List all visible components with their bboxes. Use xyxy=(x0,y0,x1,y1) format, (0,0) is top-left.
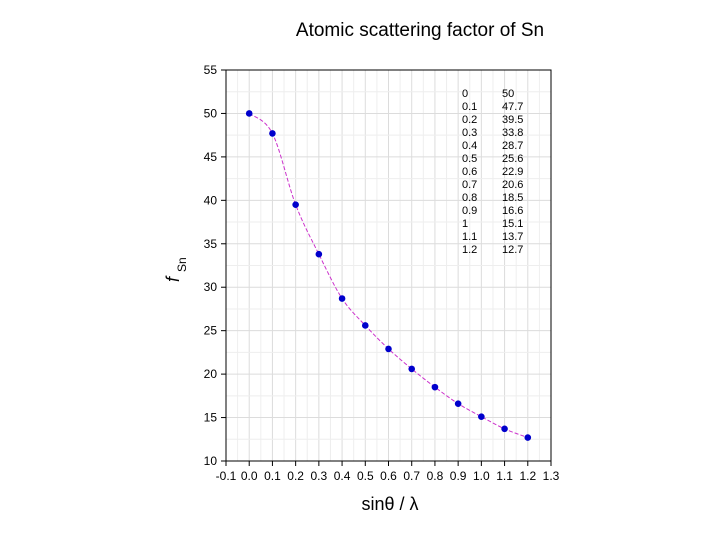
table-cell-y: 28.7 xyxy=(502,140,523,152)
table-cell-x: 0.6 xyxy=(462,166,477,178)
data-point xyxy=(245,110,253,117)
y-tick-labels: 10 15 20 25 30 35 40 45 50 55 xyxy=(204,63,218,468)
table-cell-x: 0.1 xyxy=(462,101,477,113)
table-cell-x: 0.9 xyxy=(462,205,477,217)
x-tick-label: 0.3 xyxy=(311,469,328,483)
table-cell-x: 0.7 xyxy=(462,179,477,191)
x-tick-label: 0.7 xyxy=(403,469,420,483)
table-cell-y: 16.6 xyxy=(502,205,523,217)
chart-title: Atomic scattering factor of Sn xyxy=(295,20,545,41)
x-tick-label: 0.1 xyxy=(264,469,281,483)
y-tick-label: 15 xyxy=(204,411,218,425)
x-tick-label: 0.8 xyxy=(427,469,444,483)
table-cell-x: 0.3 xyxy=(462,127,477,139)
x-tick-label: 1.0 xyxy=(473,469,490,483)
grid xyxy=(225,69,552,462)
table-cell-y: 20.6 xyxy=(502,179,523,191)
table-cell-y: 22.9 xyxy=(502,166,523,178)
table-cell-x: 0.4 xyxy=(462,140,477,152)
y-tick-label: 20 xyxy=(204,367,218,381)
x-tick-labels: -0.1 0.0 0.1 0.2 0.3 0.4 0.5 0.6 0.7 0.8 0.9 1.0 1.1… xyxy=(216,469,560,483)
x-tick-label: 0.0 xyxy=(241,469,258,483)
x-tick-label: 0.5 xyxy=(357,469,374,483)
table-cell-y: 50 xyxy=(502,88,514,100)
y-tick-label: 30 xyxy=(204,280,218,294)
axis-ticks xyxy=(221,69,552,466)
table-cell-x: 0 xyxy=(462,88,468,100)
x-tick-label: 1.3 xyxy=(543,469,560,483)
table-cell-y: 15.1 xyxy=(502,218,523,230)
y-axis-title: f Sn xyxy=(163,257,189,282)
y-tick-label: 10 xyxy=(204,454,218,468)
data-point xyxy=(361,322,369,329)
data-point xyxy=(501,425,508,433)
table-cell-y: 33.8 xyxy=(502,127,523,139)
table-cell-y: 12.7 xyxy=(502,244,523,256)
table-cell-y: 39.5 xyxy=(502,114,523,126)
y-tick-label: 50 xyxy=(204,106,218,120)
y-tick-label: 40 xyxy=(204,193,218,207)
x-tick-label: -0.1 xyxy=(216,469,237,483)
data-point xyxy=(338,295,346,302)
table-cell-x: 0.2 xyxy=(462,114,477,126)
table-cell-x: 1.2 xyxy=(462,244,477,256)
data-point xyxy=(269,130,276,137)
data-point xyxy=(385,345,392,353)
y-tick-label: 45 xyxy=(204,150,218,164)
x-tick-label: 0.9 xyxy=(450,469,467,483)
x-tick-label: 1.1 xyxy=(496,469,513,483)
data-point xyxy=(408,365,416,373)
table-cell-y: 25.6 xyxy=(502,153,523,165)
table-cell-y: 13.7 xyxy=(502,231,523,243)
data-point xyxy=(524,434,532,441)
x-tick-label: 0.6 xyxy=(380,469,397,483)
y-tick-label: 55 xyxy=(204,63,218,77)
table-cell-y: 47.7 xyxy=(502,101,523,113)
data-point xyxy=(454,400,462,407)
table-cell-x: 0.5 xyxy=(462,153,477,165)
data-point xyxy=(315,250,323,258)
y-tick-label: 35 xyxy=(204,237,218,251)
data-point xyxy=(431,383,439,391)
x-axis-title: sinθ / λ xyxy=(361,494,418,514)
data-point xyxy=(478,413,485,420)
table-cell-y: 18.5 xyxy=(502,192,523,204)
y-axis-title-sub: Sn xyxy=(175,257,189,272)
table-cell-x: 1.1 xyxy=(462,231,477,243)
table-cell-x: 0.8 xyxy=(462,192,477,204)
y-tick-label: 25 xyxy=(204,324,218,338)
x-tick-label: 0.4 xyxy=(334,469,351,483)
y-axis-title-main: f xyxy=(163,275,183,282)
table-cell-x: 1 xyxy=(462,218,468,230)
data-points xyxy=(245,110,532,441)
x-tick-label: 0.2 xyxy=(287,469,304,483)
data-point xyxy=(292,201,299,208)
x-tick-label: 1.2 xyxy=(519,469,536,483)
value-table: 0 50 0.1 47.7 0.2 39.5 0.3 33.8 0.4 28.7 0.5 25.6 0.… xyxy=(462,88,523,256)
